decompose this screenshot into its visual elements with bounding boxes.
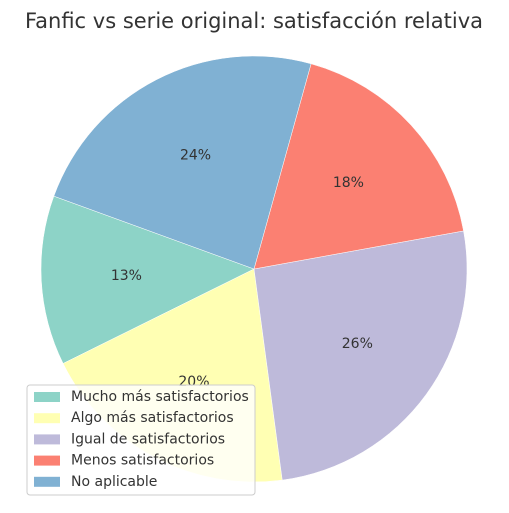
legend-label-algo-mas-satisfactorios: Algo más satisfactorios bbox=[71, 410, 234, 426]
legend-label-no-aplicable: No aplicable bbox=[71, 474, 157, 490]
legend-swatch-no-aplicable bbox=[34, 476, 60, 487]
legend-label-mucho-mas-satisfactorios: Mucho más satisfactorios bbox=[71, 389, 249, 405]
chart-title: Fanfic vs serie original: satisfacción r… bbox=[25, 9, 483, 33]
pie-slice-mucho-mas-satisfactorios bbox=[40, 195, 255, 364]
pie-slice-no-aplicable bbox=[53, 55, 312, 270]
slice-label-igual-de-satisfactorios: 26% bbox=[342, 336, 373, 352]
legend-swatch-mucho-mas-satisfactorios bbox=[34, 392, 60, 402]
slice-label-mucho-mas-satisfactorios: 13% bbox=[111, 268, 142, 284]
legend-swatch-igual-de-satisfactorios bbox=[34, 434, 60, 445]
pie-slice-menos-satisfactorios bbox=[253, 63, 464, 270]
legend-swatch-menos-satisfactorios bbox=[34, 455, 60, 466]
slice-label-menos-satisfactorios: 18% bbox=[333, 175, 364, 191]
pie-slice-igual-de-satisfactorios bbox=[253, 230, 468, 481]
legend-label-igual-de-satisfactorios: Igual de satisfactorios bbox=[71, 431, 225, 447]
legend-items: Mucho más satisfactorios Algo más satisfa… bbox=[34, 389, 249, 490]
legend: Mucho más satisfactorios Algo más satisfa… bbox=[26, 384, 256, 496]
legend-swatch-algo-mas-satisfactorios bbox=[34, 413, 60, 424]
slice-label-no-aplicable: 24% bbox=[180, 147, 211, 163]
legend-label-menos-satisfactorios: Menos satisfactorios bbox=[71, 453, 214, 469]
legend-frame bbox=[26, 384, 256, 496]
